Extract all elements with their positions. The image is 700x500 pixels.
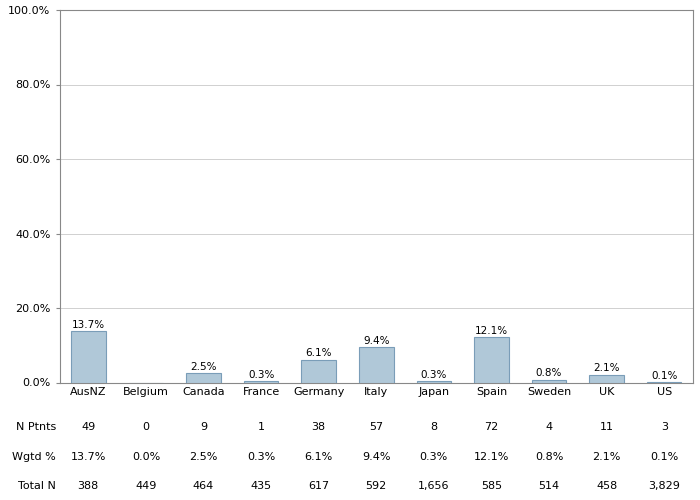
Text: 9.4%: 9.4% [362, 452, 391, 462]
Bar [589, 374, 624, 382]
Text: Total N: Total N [18, 481, 56, 491]
Bar [532, 380, 566, 382]
Bar [474, 338, 509, 382]
Text: 2.5%: 2.5% [189, 452, 218, 462]
Text: 13.7%: 13.7% [71, 320, 105, 330]
Text: 9: 9 [200, 422, 207, 432]
Text: 72: 72 [484, 422, 498, 432]
Text: 0.8%: 0.8% [536, 368, 562, 378]
Text: 13.7%: 13.7% [71, 452, 106, 462]
Text: N Ptnts: N Ptnts [15, 422, 56, 432]
Text: 12.1%: 12.1% [474, 452, 509, 462]
Text: 49: 49 [81, 422, 95, 432]
Text: 0.3%: 0.3% [248, 370, 274, 380]
Text: 2.1%: 2.1% [592, 452, 621, 462]
Text: 2.1%: 2.1% [594, 363, 620, 373]
Bar [302, 360, 336, 382]
Text: 0.3%: 0.3% [421, 370, 447, 380]
Text: 12.1%: 12.1% [475, 326, 508, 336]
Text: 8: 8 [430, 422, 438, 432]
Text: 0.3%: 0.3% [247, 452, 275, 462]
Text: 388: 388 [78, 481, 99, 491]
Text: 617: 617 [308, 481, 329, 491]
Bar [71, 332, 106, 382]
Text: 1,656: 1,656 [418, 481, 449, 491]
Text: 464: 464 [193, 481, 214, 491]
Text: 435: 435 [251, 481, 272, 491]
Bar [359, 348, 393, 382]
Text: 6.1%: 6.1% [304, 452, 332, 462]
Text: 2.5%: 2.5% [190, 362, 217, 372]
Bar [186, 373, 220, 382]
Text: 0.3%: 0.3% [420, 452, 448, 462]
Text: 0.1%: 0.1% [650, 452, 678, 462]
Text: 38: 38 [312, 422, 326, 432]
Text: 0: 0 [142, 422, 149, 432]
Text: 585: 585 [481, 481, 502, 491]
Text: 514: 514 [538, 481, 559, 491]
Text: 3,829: 3,829 [648, 481, 680, 491]
Text: 0.1%: 0.1% [651, 370, 678, 380]
Text: 458: 458 [596, 481, 617, 491]
Text: Wgtd %: Wgtd % [13, 452, 56, 462]
Text: 6.1%: 6.1% [305, 348, 332, 358]
Text: 4: 4 [545, 422, 552, 432]
Text: 0.8%: 0.8% [535, 452, 564, 462]
Text: 9.4%: 9.4% [363, 336, 389, 346]
Text: 3: 3 [661, 422, 668, 432]
Text: 1: 1 [258, 422, 265, 432]
Text: 11: 11 [600, 422, 614, 432]
Text: 592: 592 [365, 481, 387, 491]
Text: 449: 449 [135, 481, 157, 491]
Text: 57: 57 [369, 422, 384, 432]
Text: 0.0%: 0.0% [132, 452, 160, 462]
